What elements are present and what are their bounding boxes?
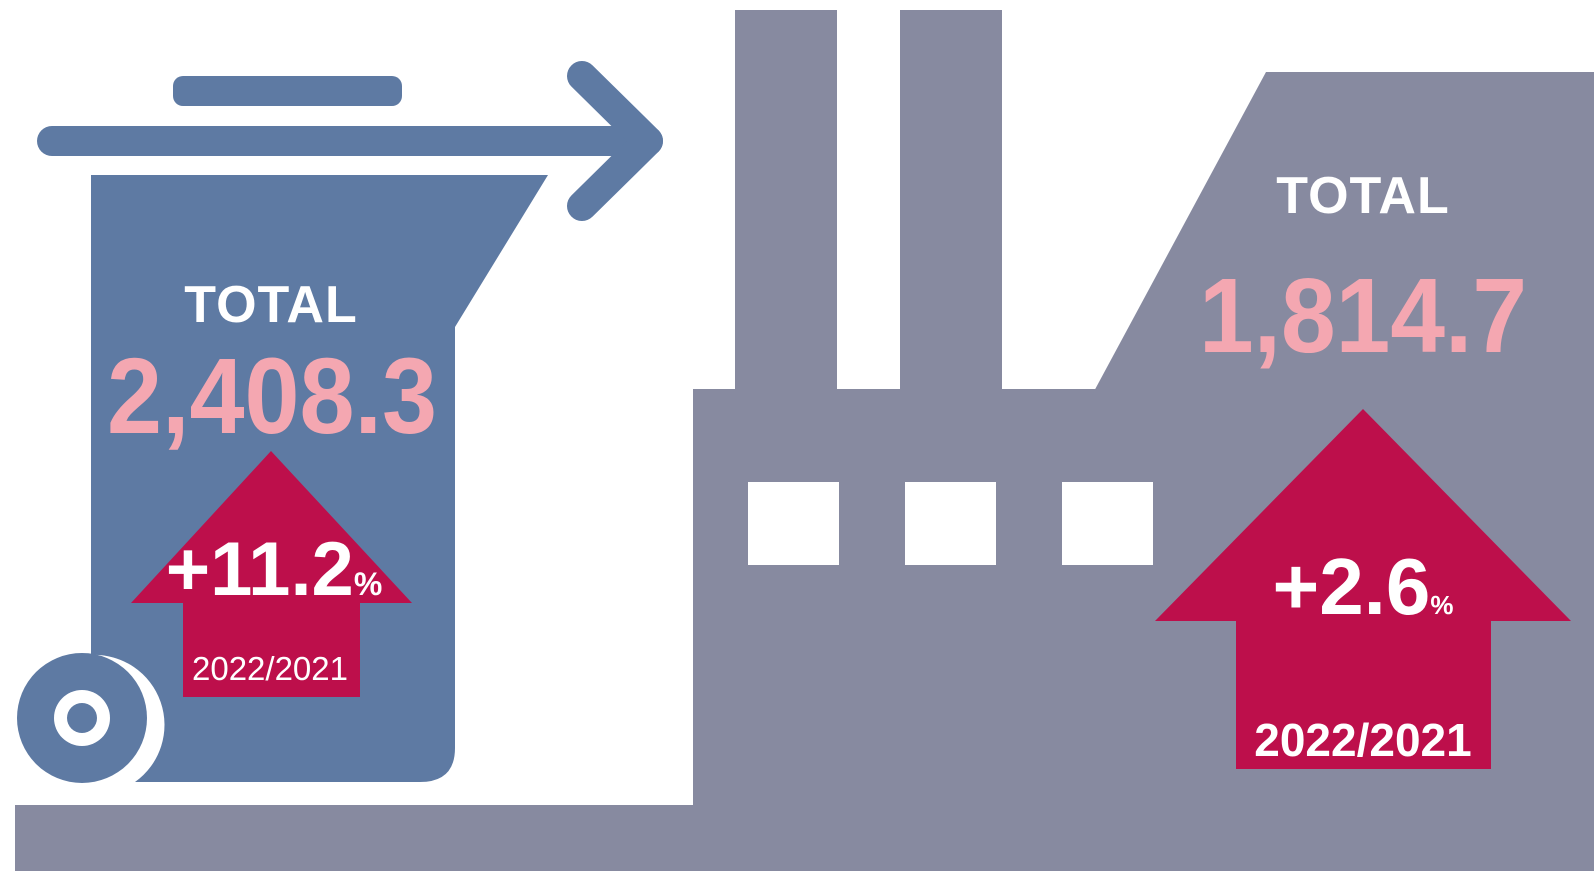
factory-total-label: TOTAL bbox=[1276, 167, 1450, 225]
bin-change-unit: % bbox=[354, 566, 382, 602]
bin-lid-handle bbox=[173, 76, 402, 106]
ground-strip bbox=[15, 805, 1594, 871]
bin-period: 2022/2021 bbox=[192, 650, 348, 687]
bin-change-arrow bbox=[131, 451, 412, 697]
bin-total-label: TOTAL bbox=[184, 276, 358, 334]
factory-change-arrow bbox=[1155, 409, 1571, 769]
factory-total-value: 1,814.7 bbox=[1199, 257, 1527, 375]
factory-roof-tower bbox=[1092, 72, 1594, 395]
factory-window bbox=[905, 482, 996, 565]
factory-change-text: +2.6% bbox=[1272, 542, 1453, 631]
bin-total-value: 2,408.3 bbox=[107, 335, 437, 456]
factory-change-value: +2.6 bbox=[1272, 542, 1430, 631]
factory-change-unit: % bbox=[1430, 590, 1453, 620]
right-arrow-icon bbox=[37, 61, 663, 221]
factory-period: 2022/2021 bbox=[1254, 714, 1471, 766]
bin-change-text: +11.2% bbox=[166, 527, 383, 612]
bin-change-value: +11.2 bbox=[166, 527, 354, 612]
factory-window bbox=[748, 482, 839, 565]
chimney-left bbox=[735, 10, 837, 395]
factory-window bbox=[1062, 482, 1153, 565]
bin-wheel-axle bbox=[67, 703, 97, 733]
chimney-right bbox=[900, 10, 1002, 395]
